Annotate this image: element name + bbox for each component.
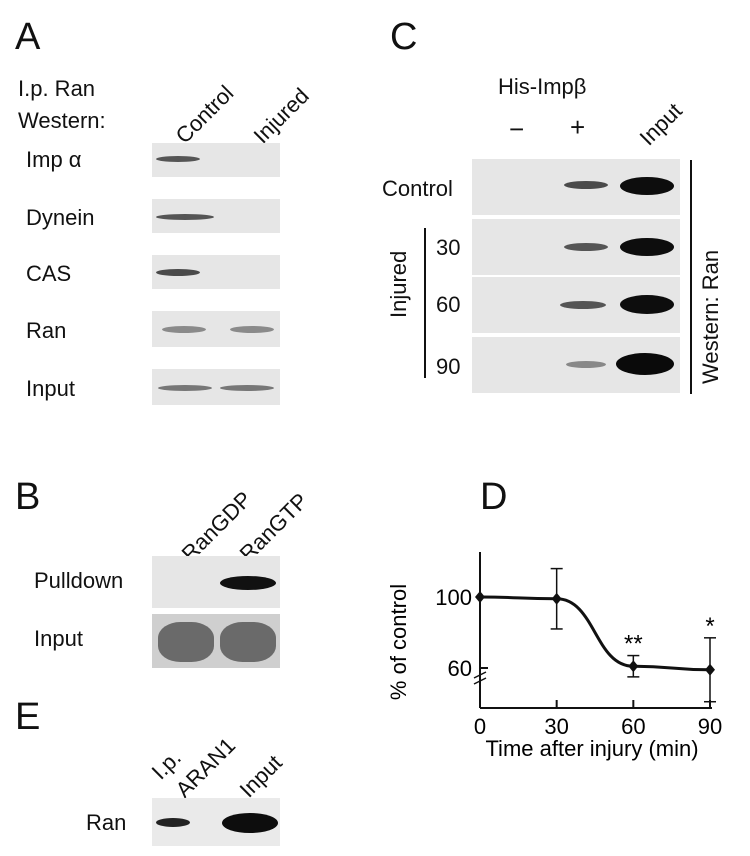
panel-c-letter: C bbox=[390, 16, 418, 58]
x-tick-label: 90 bbox=[698, 714, 722, 739]
panel-c-control-label: Control bbox=[382, 176, 453, 201]
band bbox=[156, 818, 190, 827]
panel-b-blot-input bbox=[152, 614, 280, 668]
band bbox=[620, 238, 674, 256]
panel-a-western-label: Western: bbox=[18, 108, 106, 133]
panel-c-time-30-label: 30 bbox=[436, 235, 461, 260]
band bbox=[220, 622, 276, 662]
band bbox=[220, 576, 276, 590]
band bbox=[156, 269, 200, 276]
panel-c-western-bracket bbox=[690, 160, 692, 394]
panel-c-blot-30 bbox=[472, 219, 680, 275]
panel-c-plus-label: + bbox=[570, 112, 586, 142]
band bbox=[616, 353, 674, 375]
x-axis-label: Time after injury (min) bbox=[485, 736, 698, 761]
panel-a-blot-dynein bbox=[152, 199, 280, 233]
panel-c-injured-label: Injured bbox=[386, 250, 411, 318]
band bbox=[620, 295, 674, 314]
panel-a-blot-ran bbox=[152, 311, 280, 347]
panel-c-injured-bracket bbox=[424, 228, 426, 378]
panel-c-time-90-label: 90 bbox=[436, 354, 461, 379]
panel-c-input-label: Input bbox=[634, 97, 687, 151]
y-tick-label: 60 bbox=[448, 656, 472, 681]
panel-a-blot-imp-alpha bbox=[152, 143, 280, 177]
panel-a-blot-cas bbox=[152, 255, 280, 289]
band bbox=[158, 622, 214, 662]
panel-a-ip-label: I.p. Ran bbox=[18, 76, 96, 101]
band bbox=[230, 326, 274, 333]
panel-e-letter: E bbox=[15, 696, 41, 738]
panel-d-letter: D bbox=[480, 476, 508, 518]
data-point bbox=[475, 591, 485, 603]
panel-b-blot-pulldown bbox=[152, 556, 280, 608]
panel-a-col-injured: Injured bbox=[248, 83, 314, 149]
data-point bbox=[551, 592, 562, 605]
panel-a-row-label-cas: CAS bbox=[26, 261, 72, 286]
significance-annotation: * bbox=[705, 613, 714, 640]
x-tick-label: 60 bbox=[621, 714, 645, 739]
significance-annotation: ** bbox=[624, 631, 643, 658]
panel-e-blot-ran bbox=[152, 798, 280, 846]
panel-a-letter: A bbox=[15, 16, 41, 58]
band bbox=[564, 243, 608, 251]
series-line bbox=[479, 595, 711, 672]
data-point bbox=[705, 663, 715, 676]
panel-c-western-label: Western: Ran bbox=[698, 249, 723, 384]
panel-a-row-label-imp-alpha: Imp α bbox=[26, 147, 82, 172]
panel-b-letter: B bbox=[15, 476, 41, 518]
panel-a-blot-input bbox=[152, 369, 280, 405]
panel-c-blot-90 bbox=[472, 337, 680, 393]
y-axis-break bbox=[473, 671, 487, 685]
y-axis-label: % of control bbox=[386, 584, 411, 700]
band bbox=[220, 385, 274, 391]
x-tick-label: 0 bbox=[474, 714, 486, 739]
panel-c-blot-control bbox=[472, 159, 680, 215]
panel-c-his-impb-label: His-Impβ bbox=[498, 74, 587, 99]
band bbox=[222, 813, 278, 833]
panel-a-col-control: Control bbox=[170, 80, 239, 149]
panel-c-minus-label: − bbox=[509, 114, 525, 144]
panel-c-time-60-label: 60 bbox=[436, 292, 461, 317]
band bbox=[560, 301, 606, 309]
panel-b-row-label-pulldown: Pulldown bbox=[34, 568, 124, 593]
panel-e-col-aran1: ARAN1 bbox=[170, 732, 241, 803]
panel-a-row-label-ran: Ran bbox=[26, 318, 67, 343]
band bbox=[564, 181, 608, 189]
band bbox=[162, 326, 206, 333]
band bbox=[156, 156, 200, 162]
panel-e-row-label-ran: Ran bbox=[86, 810, 127, 835]
panel-a-row-label-input: Input bbox=[26, 376, 75, 401]
x-tick-label: 30 bbox=[544, 714, 568, 739]
data-point bbox=[628, 660, 639, 673]
panel-e-col-input: Input bbox=[234, 749, 287, 803]
band bbox=[158, 385, 212, 391]
band bbox=[620, 177, 674, 195]
y-tick-label: 100 bbox=[435, 585, 472, 610]
panel-a-row-label-dynein: Dynein bbox=[26, 205, 95, 230]
panel-b-row-label-input: Input bbox=[34, 626, 83, 651]
band bbox=[156, 214, 214, 220]
panel-c-blot-60 bbox=[472, 277, 680, 333]
band bbox=[566, 361, 606, 368]
